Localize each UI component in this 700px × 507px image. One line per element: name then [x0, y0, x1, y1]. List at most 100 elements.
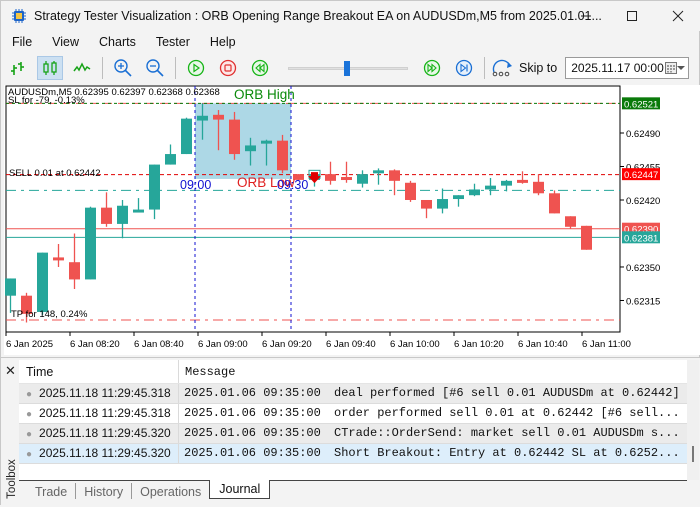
step-button[interactable] [451, 56, 477, 80]
x-axis-label: 6 Jan 2025 [6, 339, 53, 350]
maximize-icon [627, 11, 637, 21]
journal-table: Time Message ● 2025.11.18 11:29:45.318 20… [19, 360, 687, 480]
bull-candle[interactable] [165, 154, 176, 165]
bear-candle[interactable] [565, 216, 576, 227]
zoom-in-button[interactable] [110, 56, 136, 80]
minimize-icon [581, 15, 591, 17]
log-message: CTrade::OrderSend: market sell 0.01 AUDU… [334, 426, 680, 440]
bear-candle[interactable] [389, 170, 400, 181]
bear-candle[interactable] [341, 177, 352, 181]
log-bullet-icon: ● [26, 449, 33, 460]
column-header-time[interactable]: Time [19, 360, 179, 383]
bull-candle[interactable] [5, 278, 16, 296]
tab-journal[interactable]: Journal [209, 480, 271, 499]
price-chart[interactable]: AUDUSDm,M5 0.62395 0.62397 0.62368 0.623… [4, 85, 700, 355]
bear-candle[interactable] [69, 262, 80, 280]
skip-to-icon[interactable] [491, 58, 515, 78]
bull-candle[interactable] [261, 140, 272, 144]
orb-high-label: ORB High [234, 87, 295, 102]
tab-history[interactable]: History [76, 483, 133, 499]
bull-candle[interactable] [469, 189, 480, 196]
minimize-button[interactable] [563, 1, 609, 31]
stop-button[interactable] [215, 56, 241, 80]
skip-to-date-picker[interactable]: 2025.11.17 00:00 [565, 57, 690, 79]
menu-file[interactable]: File [12, 35, 33, 49]
toolbar-separator [175, 57, 176, 79]
log-time: 2025.11.18 11:29:45.318 [39, 386, 171, 400]
bear-candle[interactable] [581, 225, 592, 250]
close-button[interactable] [655, 1, 700, 31]
zoom-in-icon [114, 59, 132, 77]
bull-candle[interactable] [197, 115, 208, 121]
zoom-out-button[interactable] [142, 56, 168, 80]
bear-candle[interactable] [21, 295, 32, 314]
bear-candle[interactable] [277, 140, 288, 171]
bear-candle[interactable] [293, 174, 304, 180]
bull-candle[interactable] [245, 145, 256, 152]
orb-start-time-label: 09:00 [180, 178, 211, 192]
bull-candle[interactable] [437, 199, 448, 209]
symbol-info: AUDUSDm,M5 0.62395 0.62397 0.62368 0.623… [8, 87, 220, 98]
bull-candle[interactable] [117, 205, 128, 224]
bear-candle[interactable] [53, 257, 64, 261]
sell-arrow-icon[interactable] [308, 172, 321, 184]
tab-trade[interactable]: Trade [27, 483, 77, 499]
bull-candle[interactable] [357, 174, 368, 184]
menu-help[interactable]: Help [209, 35, 236, 49]
tab-operations[interactable]: Operations [140, 485, 202, 499]
bear-candle[interactable] [421, 199, 432, 209]
sell-order-label: SELL 0.01 at 0.62442 [9, 168, 101, 179]
tp-label: TP for 148, 0.24% [11, 309, 88, 320]
menu-tester[interactable]: Tester [155, 35, 190, 49]
x-axis-label: 6 Jan 10:40 [518, 339, 568, 350]
bull-candle[interactable] [85, 207, 96, 280]
bear-candle[interactable] [101, 207, 112, 224]
maximize-button[interactable] [609, 1, 655, 31]
candlestick-chart[interactable]: AUDUSDm,M5 0.62395 0.62397 0.62368 0.623… [4, 85, 700, 355]
menu-charts[interactable]: Charts [99, 35, 136, 49]
candlestick-chart-button[interactable] [37, 56, 63, 80]
column-header-message[interactable]: Message [185, 365, 236, 379]
bear-candle[interactable] [405, 182, 416, 200]
x-axis-label: 6 Jan 10:00 [390, 339, 440, 350]
bull-candle[interactable] [149, 164, 160, 210]
journal-row[interactable]: ● 2025.11.18 11:29:45.318 2025.01.06 09:3… [19, 384, 687, 404]
speed-slider[interactable] [288, 56, 408, 80]
slower-button[interactable] [247, 56, 273, 80]
bull-candle[interactable] [37, 252, 48, 312]
close-icon [672, 10, 684, 22]
bear-candle[interactable] [325, 174, 336, 181]
slider-thumb[interactable] [344, 61, 350, 76]
y-axis-label: 0.62420 [626, 196, 660, 207]
app-icon [12, 9, 26, 23]
faster-button[interactable] [419, 56, 445, 80]
journal-row-selected[interactable]: ● 2025.11.18 11:29:45.320 2025.01.06 09:3… [19, 444, 687, 464]
bear-candle[interactable] [517, 179, 528, 183]
bull-candle[interactable] [501, 180, 512, 186]
log-message: order performed sell 0.01 at 0.62442 [#6… [334, 406, 680, 420]
journal-row[interactable]: ● 2025.11.18 11:29:45.320 2025.01.06 09:3… [19, 424, 687, 444]
fast-forward-icon [423, 59, 441, 77]
plot-frame [5, 85, 621, 333]
bear-candle[interactable] [533, 181, 544, 194]
line-chart-button[interactable] [69, 56, 95, 80]
bull-candle[interactable] [181, 118, 192, 155]
bull-candle[interactable] [133, 209, 144, 213]
calendar-dropdown-button[interactable] [665, 62, 686, 74]
bear-candle[interactable] [213, 114, 224, 120]
bull-candle[interactable] [453, 195, 464, 200]
journal-row[interactable]: ● 2025.11.18 11:29:45.318 2025.01.06 09:3… [19, 404, 687, 424]
bear-candle[interactable] [549, 193, 560, 214]
bear-candle[interactable] [229, 119, 240, 155]
bull-candle[interactable] [373, 170, 384, 174]
toolbox-close-icon[interactable]: ✕ [5, 363, 16, 378]
scrollbar-thumb[interactable] [692, 446, 694, 462]
log-bullet-icon: ● [26, 389, 33, 400]
journal-scrollbar[interactable] [687, 360, 699, 480]
bull-candle[interactable] [485, 185, 496, 190]
log-date: 2025.01.06 09:35:00 [184, 446, 321, 460]
bar-chart-button[interactable] [5, 56, 31, 80]
menu-view[interactable]: View [52, 35, 80, 49]
play-button[interactable] [183, 56, 209, 80]
log-message: Short Breakout: Entry at 0.62442 SL at 0… [334, 446, 680, 460]
